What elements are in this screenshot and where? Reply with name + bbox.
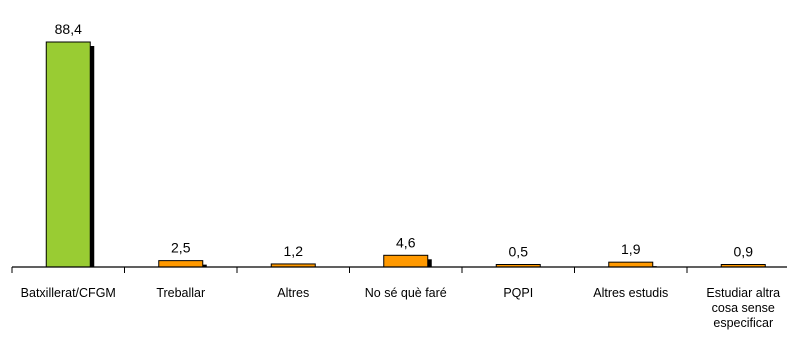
data-label: 4,6 [396,234,416,250]
bars-layer [45,41,766,268]
data-label: 1,9 [621,241,641,257]
bar [45,41,91,268]
bar [158,260,204,268]
tick-label: especificar [713,316,773,330]
tick-label: No sé què faré [365,286,447,300]
data-label: 2,5 [171,240,191,256]
data-label: 1,2 [284,243,304,259]
tick-label: Altres estudis [593,286,668,300]
bar [608,261,654,268]
tick-label: PQPI [503,286,533,300]
tick-label: Batxillerat/CFGM [21,286,116,300]
data-label: 0,9 [734,244,754,260]
tick-label: Treballar [156,286,205,300]
tick-label: Estudiar altra [706,286,780,300]
data-label: 88,4 [55,21,82,37]
x-axis [11,266,787,273]
labels-layer: 88,4 Batxillerat/CFGM 2,5 Treballar 1,2 Altre… [21,21,780,330]
tick-label: Altres [277,286,309,300]
bar [383,254,429,268]
data-label: 0,5 [509,244,529,260]
tick-label: cosa sense [712,301,775,315]
